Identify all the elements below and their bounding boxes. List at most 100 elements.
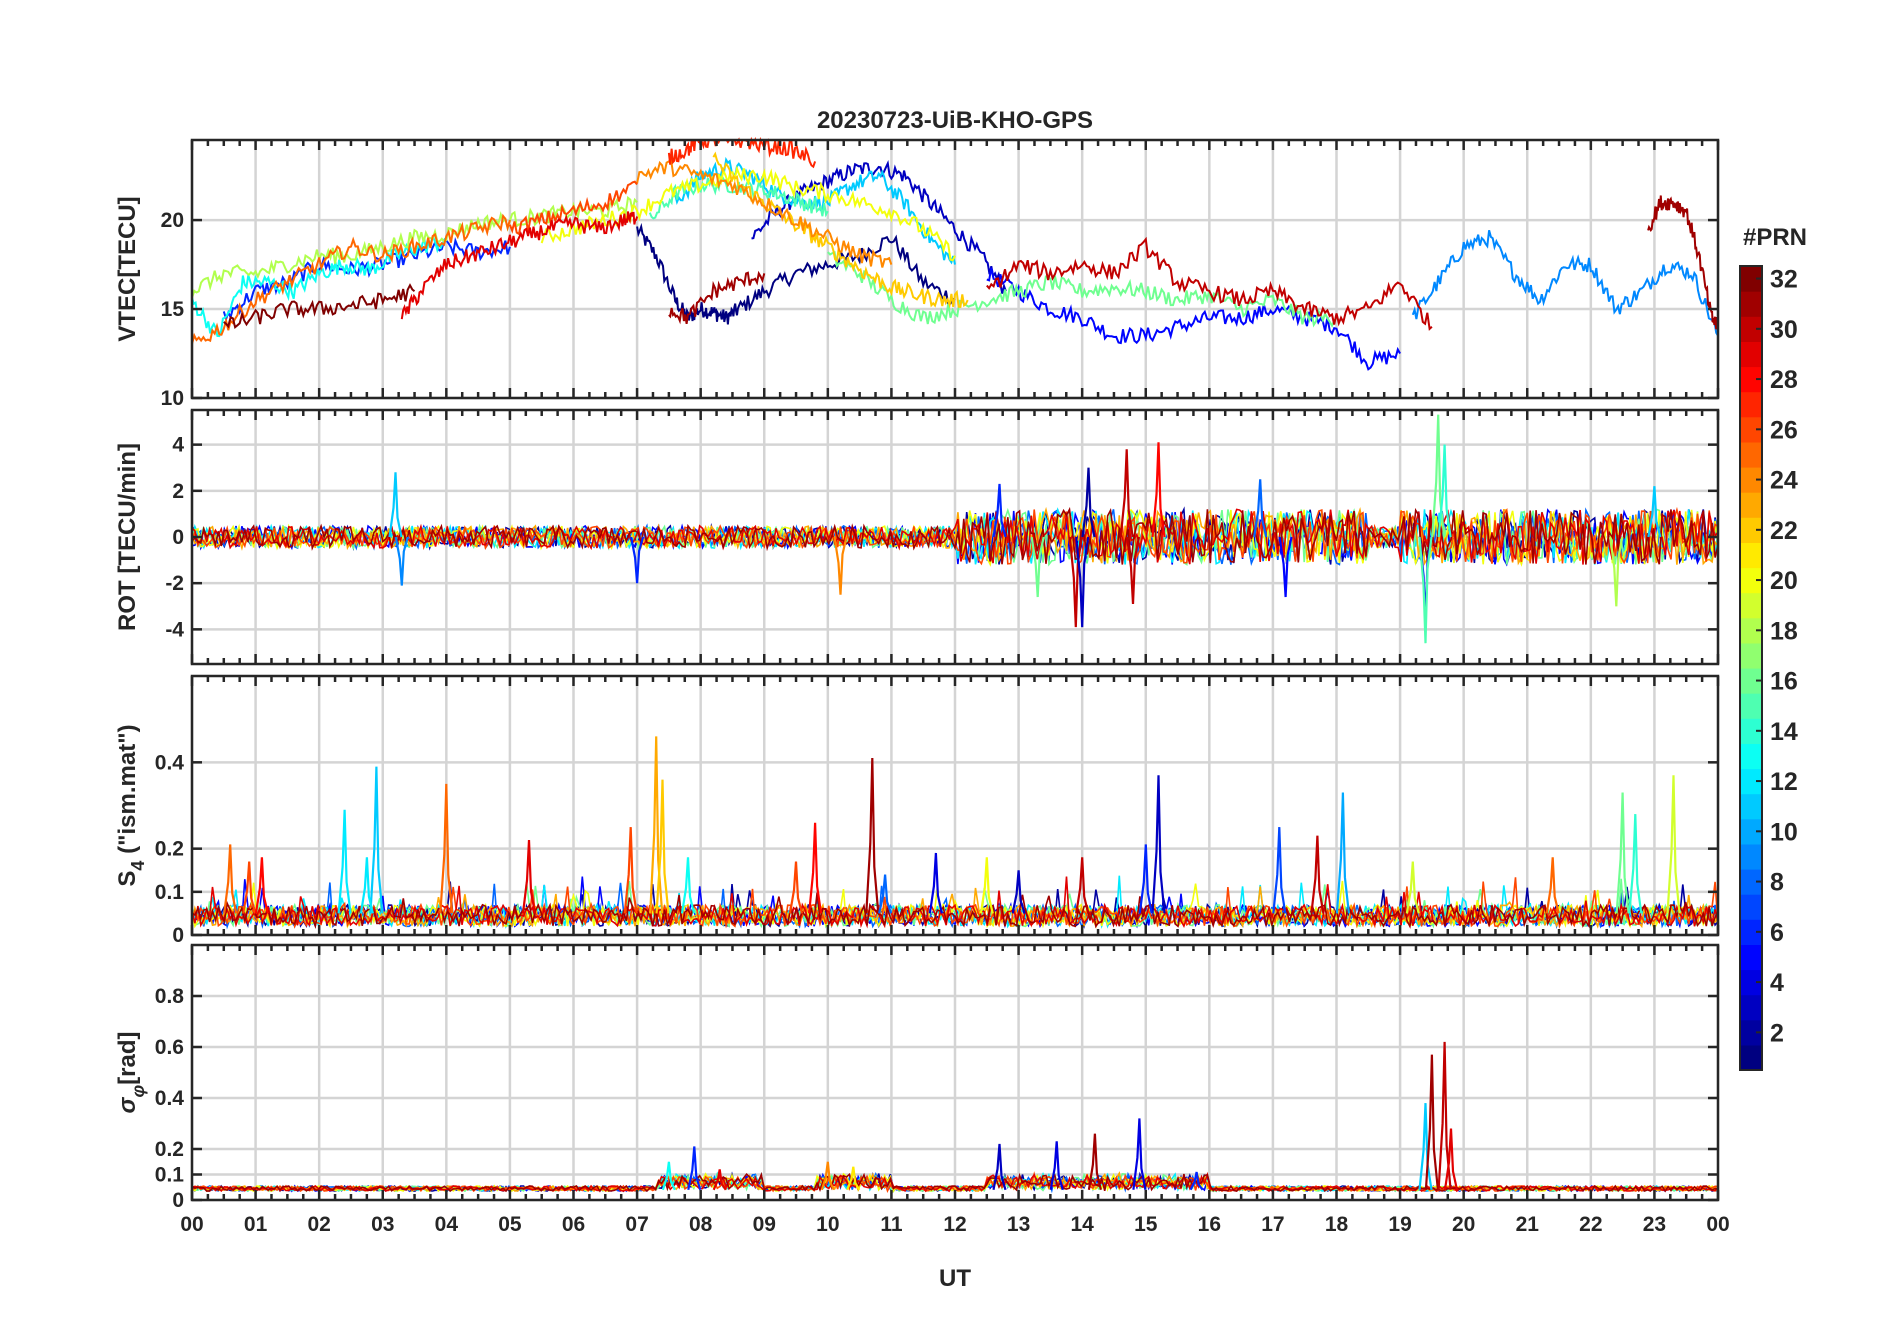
colorbar-segment: [1740, 894, 1762, 920]
spike-prn-6: [630, 536, 645, 584]
vtec-series-prn-20: [540, 164, 956, 262]
x-tick-label: 18: [1325, 1213, 1349, 1236]
colorbar-tick-label: 22: [1770, 517, 1798, 545]
colorbar-segment: [1740, 391, 1762, 418]
colorbar-frame: [1739, 265, 1763, 1071]
spike-prn-7: [1272, 827, 1287, 914]
y-tick-label: 10: [161, 387, 184, 410]
colorbar-segment: [1740, 1044, 1762, 1071]
y-tick-label: 2: [172, 480, 184, 503]
spike-prn-12: [359, 857, 374, 914]
panel-vtec: 10 15 20 VTEC[TECU]: [114, 136, 1720, 410]
spike-prn-19: [1666, 775, 1681, 914]
y-tick-label: 0.2: [155, 1138, 184, 1161]
spike-prn-11: [1647, 486, 1662, 538]
colorbar-segment: [1740, 718, 1762, 744]
colorbar-segment: [1740, 768, 1762, 795]
colorbar-segment: [1740, 316, 1762, 342]
colorbar-tick-label: 20: [1770, 567, 1798, 595]
x-tick-label: 00: [180, 1213, 203, 1236]
colorbar-tick-label: 6: [1770, 919, 1784, 947]
spike-prn-15: [1418, 536, 1433, 644]
colorbar-segment: [1740, 743, 1762, 770]
colorbar-segment: [1740, 843, 1762, 870]
x-tick-label: 11: [880, 1213, 903, 1236]
spike-prn-30: [1437, 1041, 1452, 1190]
x-tick-label: 02: [307, 1213, 330, 1236]
spike-prn-28: [808, 822, 823, 914]
colorbar-tick-label: 32: [1770, 266, 1798, 294]
spike-prn-5: [1278, 536, 1293, 598]
colorbar-segment: [1740, 567, 1762, 594]
colorbar-segment: [1740, 642, 1762, 669]
vtec-series-prn-9: [1411, 230, 1719, 337]
colorbar-segment: [1740, 291, 1762, 317]
spike-prn-9: [394, 536, 409, 586]
x-tick-label: 23: [1643, 1213, 1666, 1236]
colorbar-segment: [1740, 994, 1762, 1021]
colorbar-segment: [1740, 416, 1762, 443]
spike-prn-30: [1068, 536, 1083, 628]
colorbar-segment: [1740, 592, 1762, 619]
spike-prn-28: [254, 857, 269, 914]
x-tick-label: 04: [435, 1213, 459, 1236]
chart-title: 20230723-UiB-KHO-GPS: [817, 107, 1093, 134]
colorbar-tick-label: 4: [1770, 969, 1784, 997]
colorbar-segment: [1740, 492, 1762, 518]
y-tick-label: 0.2: [155, 838, 184, 861]
y-tick-label: 0: [172, 924, 184, 947]
spike-prn-19: [1405, 861, 1420, 914]
spike-prn-25: [439, 783, 454, 914]
colorbar-segment: [1740, 542, 1762, 569]
spike-prn-26: [623, 827, 638, 914]
x-tick-label: 14: [1070, 1213, 1094, 1236]
colorbar-segment: [1740, 617, 1762, 644]
x-tick-label: 21: [1516, 1213, 1540, 1236]
x-tick-label: 16: [1198, 1213, 1221, 1236]
colorbar-segment: [1740, 366, 1762, 393]
spike-prn-29: [1443, 1128, 1459, 1191]
colorbar-segment: [1740, 944, 1762, 971]
spike-prn-8: [1253, 479, 1268, 538]
x-tick-label: 08: [689, 1213, 713, 1236]
spike-prn-3: [1151, 775, 1166, 914]
colorbar-segment: [1740, 668, 1762, 694]
vtec-series-prn-32: [223, 283, 416, 329]
vtec-series-prn-22: [712, 151, 969, 309]
vtec-series-prn-1: [636, 222, 956, 325]
vtec-series-prn-29: [400, 211, 639, 320]
colorbar-segment: [1740, 969, 1762, 996]
spike-prn-25: [1545, 857, 1560, 914]
colorbar-segment: [1740, 467, 1762, 493]
colorbar-segment: [1740, 919, 1762, 945]
spike-prn-30: [1075, 857, 1090, 914]
colorbar-tick-label: 16: [1770, 668, 1798, 696]
spike-prn-31: [865, 757, 880, 914]
spike-prn-31: [1424, 1054, 1439, 1190]
x-tick-label: 03: [371, 1213, 394, 1236]
spike-prn-11: [369, 766, 384, 914]
vtec-series-prn-6: [222, 236, 511, 323]
colorbar-tick-label: 30: [1770, 316, 1798, 344]
panel-sigma_phi: 00.1 0.2 0.4 0.6 0.8 σφ[rad] 00 01 02 03 04 05 06 07 0…: [114, 943, 1730, 1236]
y-tick-label: 0.6: [155, 1036, 184, 1059]
spike-prn-10: [1335, 792, 1350, 914]
noise-series-prn-31: [191, 506, 1719, 565]
spike-prn-8: [878, 874, 893, 914]
vtec-series-prn-16: [827, 250, 1338, 328]
colorbar-segment: [1740, 1019, 1762, 1046]
colorbar-segment: [1740, 441, 1762, 468]
x-tick-label: 05: [498, 1213, 522, 1236]
vtec-series-prn-24: [636, 158, 893, 268]
spike-prn-29: [521, 839, 537, 914]
y-axis-label-rot: ROT [TECU/min]: [114, 443, 141, 631]
spike-prn-30: [1119, 449, 1134, 538]
x-axis-label: UT: [939, 1265, 971, 1292]
colorbar-tick-label: 14: [1770, 718, 1798, 746]
spike-prn-25: [223, 844, 238, 914]
vtec-series-prn-5: [986, 267, 1401, 371]
spike-prn-6: [992, 483, 1007, 538]
spike-prn-16: [1615, 792, 1630, 914]
vtec-series-prn-30: [986, 236, 1433, 331]
